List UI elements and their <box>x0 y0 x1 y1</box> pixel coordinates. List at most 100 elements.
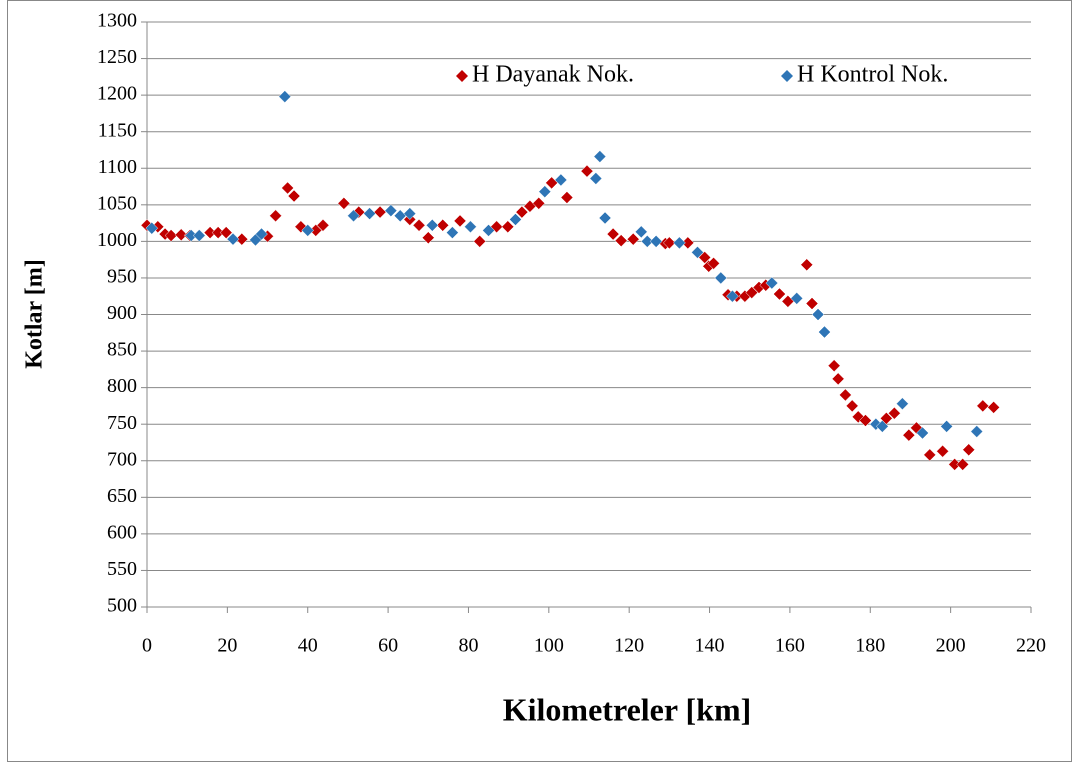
y-tick-label: 600 <box>107 521 137 543</box>
data-point <box>875 420 889 433</box>
x-tick-label: 200 <box>936 635 966 657</box>
data-point <box>962 443 976 457</box>
data-point <box>940 420 953 433</box>
y-tick-label: 1200 <box>97 83 137 105</box>
data-point <box>337 196 351 210</box>
data-point <box>845 399 859 413</box>
data-point <box>255 227 268 241</box>
y-tick-label: 1250 <box>97 46 137 68</box>
data-point <box>281 181 294 195</box>
data-point <box>640 235 654 248</box>
data-point <box>219 226 233 239</box>
y-tick-label: 1100 <box>98 156 137 178</box>
data-point <box>606 227 620 241</box>
y-tick-label: 950 <box>107 266 137 288</box>
data-point <box>902 428 916 442</box>
data-point <box>174 228 188 242</box>
data-point <box>714 271 728 285</box>
data-point <box>987 401 1000 414</box>
y-tick-label: 800 <box>107 375 137 397</box>
data-point <box>473 235 487 248</box>
data-point <box>373 205 387 219</box>
data-point <box>509 213 522 226</box>
data-point <box>707 256 720 270</box>
data-point <box>446 226 459 239</box>
data-point <box>839 388 852 402</box>
data-point <box>888 406 901 420</box>
data-point <box>936 444 949 458</box>
data-point <box>910 421 923 435</box>
legend-label: H Kontrol Nok. <box>797 62 948 88</box>
legend-label: H Dayanak Nok. <box>472 62 634 88</box>
data-point <box>580 164 594 178</box>
data-point <box>896 397 909 411</box>
x-tick-label: 160 <box>775 635 805 657</box>
data-point <box>554 173 568 187</box>
y-tick-label: 900 <box>107 302 137 324</box>
data-point <box>145 221 159 235</box>
chart-border <box>7 0 1072 762</box>
data-point <box>538 185 552 199</box>
data-point <box>614 234 628 247</box>
legend-marker <box>456 70 468 82</box>
data-point <box>560 191 574 204</box>
data-point <box>811 308 825 321</box>
data-point <box>765 276 779 290</box>
data-point <box>278 90 292 103</box>
data-point <box>421 231 435 245</box>
data-point <box>363 207 376 220</box>
y-tick-label: 1050 <box>97 192 137 214</box>
y-tick-label: 1000 <box>97 229 137 251</box>
data-point <box>226 232 240 246</box>
x-tick-label: 0 <box>142 635 152 657</box>
x-tick-label: 220 <box>1016 635 1046 657</box>
data-point <box>805 297 819 310</box>
data-point <box>831 372 845 386</box>
data-point <box>425 218 439 232</box>
data-point <box>436 218 450 232</box>
x-tick-label: 80 <box>458 635 478 657</box>
data-point <box>916 426 929 440</box>
data-point <box>956 458 970 471</box>
data-point <box>532 196 546 210</box>
x-tick-label: 140 <box>695 635 725 657</box>
y-tick-label: 550 <box>107 558 137 580</box>
data-point <box>773 287 786 301</box>
y-tick-label: 1300 <box>97 10 137 32</box>
data-point <box>923 448 937 462</box>
data-point <box>501 220 515 234</box>
y-tick-label: 850 <box>107 339 137 361</box>
y-tick-label: 700 <box>107 448 137 470</box>
data-point <box>681 236 695 250</box>
y-tick-label: 750 <box>107 412 137 434</box>
data-point <box>352 205 366 219</box>
data-point <box>818 325 831 339</box>
data-point <box>726 289 739 303</box>
data-point <box>869 417 883 431</box>
y-tick-label: 650 <box>107 485 137 507</box>
x-tick-label: 180 <box>855 635 885 657</box>
data-point <box>403 207 417 220</box>
data-point <box>663 236 676 250</box>
data-point <box>790 292 804 305</box>
y-tick-label: 1150 <box>98 119 137 141</box>
data-point <box>412 218 426 232</box>
data-point <box>649 235 663 248</box>
data-point <box>316 218 330 232</box>
data-point <box>859 414 872 427</box>
x-tick-label: 60 <box>378 635 398 657</box>
data-point <box>453 214 467 228</box>
data-point <box>235 232 249 246</box>
data-point <box>287 189 301 203</box>
y-tick-label: 500 <box>107 595 137 617</box>
data-point <box>347 209 360 223</box>
data-point <box>827 359 841 373</box>
data-point <box>598 211 612 225</box>
data-point <box>269 209 282 223</box>
x-tick-label: 120 <box>614 635 644 657</box>
data-point <box>589 172 603 185</box>
data-point <box>976 399 990 413</box>
data-point <box>800 258 814 272</box>
y-axis-title: Kotlar [m] <box>22 259 48 369</box>
legend-marker <box>781 70 793 82</box>
